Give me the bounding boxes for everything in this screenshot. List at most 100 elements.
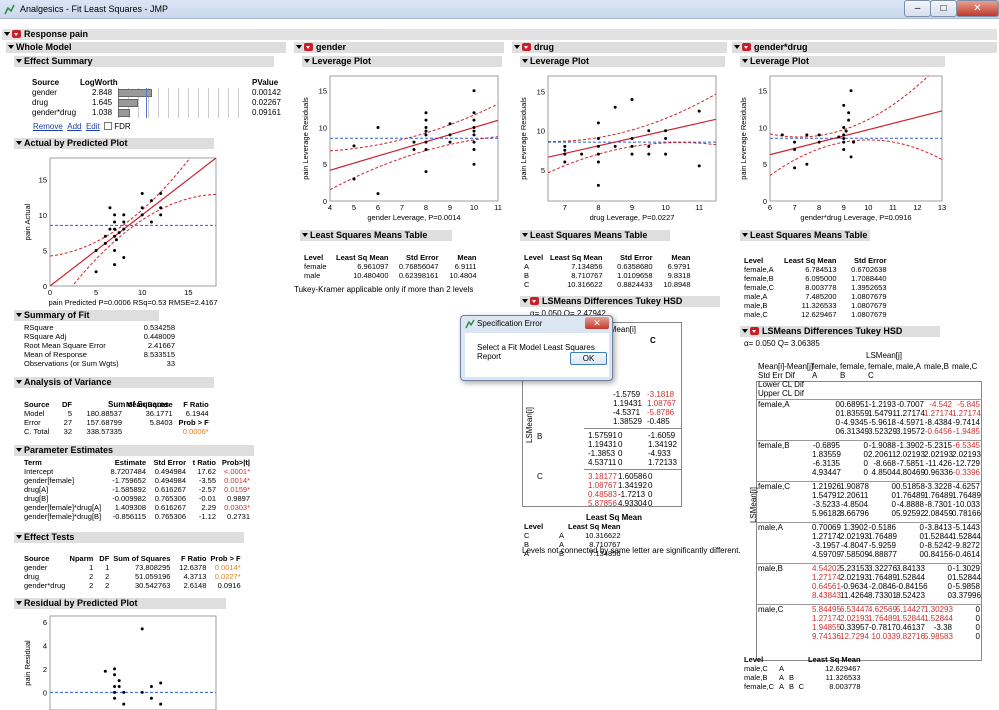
table-cell: Level bbox=[524, 253, 544, 262]
table-cell: Level bbox=[304, 253, 324, 262]
parameter-estimates-header[interactable]: Parameter Estimates bbox=[14, 445, 254, 456]
summary-of-fit-header[interactable]: Summary of Fit bbox=[14, 310, 159, 321]
red-triangle-menu-icon[interactable] bbox=[742, 43, 751, 51]
tukey-cell: 1.76489 bbox=[924, 491, 953, 500]
title-bar: Analgesics - Fit Least Squares - JMP – □… bbox=[0, 0, 999, 19]
x-tick-label: 13 bbox=[938, 203, 946, 212]
table-cell: 10.316622 bbox=[585, 531, 621, 540]
disclosure-icon[interactable] bbox=[16, 59, 22, 63]
gd-tukey-head: Std Err Dif bbox=[758, 371, 795, 380]
whole-model-header[interactable]: Whole Model bbox=[6, 42, 286, 53]
maximize-button[interactable]: □ bbox=[930, 0, 957, 17]
disclosure-icon[interactable] bbox=[742, 59, 748, 63]
table-cell: female bbox=[304, 262, 327, 271]
disclosure-icon[interactable] bbox=[522, 59, 528, 63]
add-link[interactable]: Add bbox=[67, 122, 82, 131]
tukey-cell: 3.52329 bbox=[868, 427, 897, 436]
table-cell: -0.009982 bbox=[112, 494, 146, 503]
dialog-close-button[interactable]: ✕ bbox=[585, 317, 609, 329]
anova-title: Analysis of Variance bbox=[24, 377, 112, 387]
effect-tests-header[interactable]: Effect Tests bbox=[14, 532, 244, 543]
gender-leverage-header[interactable]: Leverage Plot bbox=[302, 56, 502, 67]
minimize-button[interactable]: – bbox=[904, 0, 931, 17]
table-row: Root Mean Square Error 2.41667 bbox=[22, 341, 177, 350]
table-cell: B bbox=[524, 271, 530, 280]
response-header[interactable]: Response pain bbox=[2, 29, 997, 40]
effect-summary-header[interactable]: Effect Summary bbox=[14, 56, 274, 67]
tukey-cell: 1.57591 bbox=[588, 431, 617, 440]
disclosure-icon[interactable] bbox=[16, 535, 22, 539]
tukey-cell: 1.27174 bbox=[812, 573, 841, 582]
gender-drug-header[interactable]: gender*drug bbox=[732, 42, 997, 53]
red-triangle-menu-icon[interactable] bbox=[522, 43, 531, 51]
residual-by-predicted-header[interactable]: Residual by Predicted Plot bbox=[14, 598, 226, 609]
table-cell: DF bbox=[99, 554, 110, 563]
logworth-reference-line bbox=[146, 88, 147, 118]
fdr-checkbox[interactable] bbox=[104, 122, 113, 130]
disclosure-icon[interactable] bbox=[742, 233, 748, 237]
disclosure-icon[interactable] bbox=[296, 45, 302, 49]
disclosure-icon[interactable] bbox=[522, 299, 528, 303]
data-point bbox=[842, 140, 846, 144]
red-triangle-menu-icon[interactable] bbox=[530, 297, 539, 305]
table-cell: Std Error bbox=[406, 253, 439, 262]
tukey-cell: 0 bbox=[891, 509, 896, 518]
data-point bbox=[630, 144, 634, 148]
x-tick-label: 12 bbox=[913, 203, 921, 212]
table-cell: -0.01 bbox=[198, 494, 216, 503]
table-cell: gender[female]*drug[B] bbox=[24, 512, 102, 521]
tukey-cell: -0.485 bbox=[647, 417, 670, 426]
disclosure-icon[interactable] bbox=[16, 380, 22, 384]
gender-header[interactable]: gender bbox=[294, 42, 504, 53]
disclosure-icon[interactable] bbox=[16, 313, 22, 317]
drug-header[interactable]: drug bbox=[512, 42, 727, 53]
table-cell: B bbox=[524, 540, 530, 549]
table-cell: 0.765306 bbox=[154, 512, 186, 521]
gender-drug-lsm-header[interactable]: Least Squares Means Table bbox=[740, 230, 870, 241]
data-point bbox=[448, 122, 452, 126]
data-point bbox=[376, 192, 380, 196]
disclosure-icon[interactable] bbox=[16, 141, 22, 145]
drug-lsm-header[interactable]: Least Squares Means Table bbox=[520, 230, 670, 241]
close-button[interactable]: ✕ bbox=[956, 0, 999, 17]
drug-tukey-header[interactable]: LSMeans Differences Tukey HSD bbox=[520, 296, 720, 307]
disclosure-icon[interactable] bbox=[8, 45, 14, 49]
table-cell: A bbox=[524, 549, 530, 558]
tukey-cell: 1.27174 bbox=[812, 614, 841, 623]
tukey-cell: 1.27174 bbox=[924, 409, 953, 418]
remove-link[interactable]: Remove bbox=[33, 122, 63, 131]
red-triangle-menu-icon[interactable] bbox=[750, 327, 759, 335]
disclosure-icon[interactable] bbox=[742, 329, 748, 333]
table-cell: A bbox=[779, 673, 785, 682]
table-cell: -2.57 bbox=[198, 485, 216, 494]
disclosure-icon[interactable] bbox=[4, 32, 10, 36]
disclosure-icon[interactable] bbox=[734, 45, 740, 49]
anova-col-squares: Sum of Squares bbox=[108, 400, 169, 409]
red-triangle-menu-icon[interactable] bbox=[12, 30, 21, 38]
es-source: gender*drug bbox=[32, 108, 77, 117]
edit-link[interactable]: Edit bbox=[85, 122, 100, 131]
tukey-cell: 6.31349 bbox=[840, 427, 869, 436]
drug-leverage-header[interactable]: Leverage Plot bbox=[520, 56, 725, 67]
disclosure-icon[interactable] bbox=[16, 448, 22, 452]
fit-line bbox=[50, 158, 216, 286]
table-cell: Sum of Squares bbox=[113, 554, 171, 563]
anova-header[interactable]: Analysis of Variance bbox=[14, 377, 214, 388]
tukey-cell: 1.54791 bbox=[812, 491, 841, 500]
disclosure-icon[interactable] bbox=[522, 233, 528, 237]
red-triangle-menu-icon[interactable] bbox=[304, 43, 313, 51]
disclosure-icon[interactable] bbox=[304, 59, 310, 63]
tukey-cell: -4.5971 bbox=[896, 418, 924, 427]
gender-drug-leverage-header[interactable]: Leverage Plot bbox=[740, 56, 945, 67]
table-cell: drug bbox=[24, 572, 40, 581]
gd-tukey-header[interactable]: LSMeans Differences Tukey HSD bbox=[740, 326, 940, 337]
actual-by-predicted-header[interactable]: Actual by Predicted Plot bbox=[14, 138, 214, 149]
disclosure-icon[interactable] bbox=[514, 45, 520, 49]
tukey-cell: 4.8504 bbox=[871, 468, 896, 477]
table-cell: 2 bbox=[105, 581, 110, 590]
ok-button[interactable]: OK bbox=[570, 352, 607, 365]
gender-lsm-header[interactable]: Least Squares Means Table bbox=[300, 230, 452, 241]
tukey-cell: 11.4264 bbox=[840, 591, 869, 600]
disclosure-icon[interactable] bbox=[302, 233, 308, 237]
disclosure-icon[interactable] bbox=[16, 601, 22, 605]
